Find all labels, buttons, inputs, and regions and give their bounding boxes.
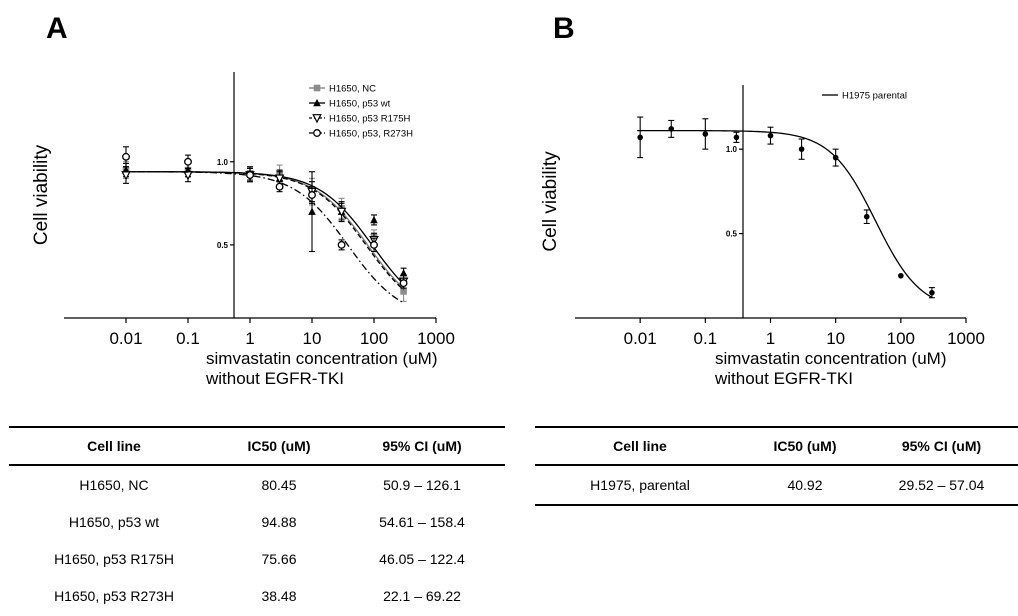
col-header-ci: 95% CI (uM) (382, 438, 462, 454)
panel-a-chart: 0.01 0.1 1 10 100 1000 0.5 1.0 Cell viability sim… (31, 72, 455, 388)
y-tick-label: 1.0 (217, 158, 229, 167)
data-point (702, 131, 709, 137)
data-point (336, 207, 347, 218)
data-point (767, 132, 774, 139)
col-header-ci: 95% CI (uM) (901, 438, 982, 454)
table-row: H1650, p53 R273H 38.48 22.1 – 69.22 (9, 577, 505, 614)
ci-value: 50.9 – 126.1 (383, 476, 461, 493)
data-point (246, 171, 254, 180)
legend-marker (313, 129, 321, 137)
legend-label: H1650, p53 R175H (329, 114, 410, 125)
cell-line: H1650, p53 R175H (54, 550, 174, 567)
data-point (863, 213, 870, 220)
y-tick-label: 1.0 (726, 145, 738, 154)
legend-label: H1650, p53, R273H (329, 129, 413, 140)
data-point (337, 240, 346, 249)
x-axis-title: simvastatin concentration (uM) (206, 349, 437, 368)
cell-line: H1650, p53 R273H (54, 587, 174, 604)
data-point (308, 207, 316, 215)
panel-a-letter: A (46, 12, 68, 45)
data-point (370, 215, 378, 224)
ic50-value: 94.88 (261, 513, 297, 530)
cell-line: H1650, NC (79, 476, 149, 493)
x-axis-title-line2: without EGFR-TKI (714, 369, 853, 388)
cell-line: H1650, p53 wt (68, 513, 160, 530)
legend-marker (313, 84, 321, 92)
panel-b-chart: 0.01 0.1 1 10 100 1000 0.5 1.0 Cell viability sim… (540, 85, 985, 388)
x-axis-title-line2: without EGFR-TKI (205, 369, 344, 388)
x-tick-label: 1 (766, 329, 775, 348)
x-tick-label: 100 (360, 329, 388, 348)
data-point (898, 272, 904, 279)
data-point (399, 279, 408, 288)
table-header-row: Cell line IC50 (uM) 95% CI (uM) (535, 427, 1018, 465)
series-group (122, 146, 408, 304)
data-point (308, 191, 316, 199)
data-point (400, 288, 407, 295)
data-point (370, 240, 378, 249)
y-axis-title: Cell viability (540, 151, 561, 252)
data-point (733, 134, 740, 141)
ic50-value: 38.48 (261, 587, 297, 604)
legend-marker (313, 98, 321, 107)
data-point (275, 182, 284, 191)
x-tick-label: 0.1 (176, 329, 200, 348)
ic50-value: 75.66 (261, 550, 297, 567)
x-tick-label: 10 (826, 329, 845, 348)
data-point (929, 289, 935, 296)
ci-value: 22.1 – 69.22 (383, 587, 461, 604)
legend-label: H1650, NC (329, 84, 376, 95)
x-tick-label: 1 (245, 329, 254, 348)
data-point (637, 134, 643, 141)
y-tick-label: 0.5 (726, 230, 738, 239)
data-point (184, 157, 192, 166)
series-fit-curve (123, 171, 405, 291)
x-tick-label: 10 (303, 329, 322, 348)
legend-label: H1975 parental (842, 91, 907, 102)
legend-marker (312, 114, 322, 124)
y-axis-title: Cell viability (31, 144, 52, 245)
data-point (122, 152, 130, 161)
cell-line: H1975, parental (590, 477, 690, 493)
col-header-cell-line: Cell line (613, 438, 667, 454)
x-tick-label: 100 (887, 329, 915, 348)
x-tick-label: 0.01 (109, 329, 142, 348)
data-point (668, 126, 675, 132)
ci-value: 46.05 – 122.4 (379, 550, 465, 567)
x-tick-label: 0.01 (624, 329, 657, 348)
x-axis-title: simvastatin concentration (uM) (715, 349, 946, 368)
col-header-ic50: IC50 (uM) (773, 438, 837, 454)
ic50-value: 40.92 (787, 477, 823, 493)
panel-a-ic50-table: Cell line IC50 (uM) 95% CI (uM) H1650, N… (9, 426, 505, 614)
data-point (798, 146, 805, 152)
series-fit-curve (123, 171, 404, 304)
col-header-ic50: IC50 (uM) (247, 438, 311, 454)
table-row: H1975, parental 40.92 29.52 – 57.04 (535, 465, 1018, 505)
table-row: H1650, p53 R175H 75.66 46.05 – 122.4 (9, 540, 505, 577)
x-tick-label: 1000 (417, 329, 455, 348)
ci-value: 54.61 – 158.4 (379, 513, 465, 530)
series-group (637, 116, 935, 299)
ic50-value: 80.45 (261, 476, 297, 493)
legend-label: H1650, p53 wt (329, 99, 391, 110)
series-fit-curve (637, 129, 933, 298)
panel-b-ic50-table: Cell line IC50 (uM) 95% CI (uM) H1975, p… (535, 426, 1018, 506)
y-tick-label: 0.5 (217, 241, 229, 250)
ci-value: 29.52 – 57.04 (898, 477, 985, 493)
table-row: H1650, NC 80.45 50.9 – 126.1 (9, 465, 505, 503)
table-row: H1650, p53 wt 94.88 54.61 – 158.4 (9, 503, 505, 540)
panel-b-letter: B (553, 12, 575, 45)
col-header-cell-line: Cell line (87, 438, 141, 454)
data-point (274, 174, 285, 184)
x-tick-label: 1000 (947, 329, 985, 348)
x-tick-label: 0.1 (694, 329, 718, 348)
table-header-row: Cell line IC50 (uM) 95% CI (uM) (9, 427, 505, 465)
data-point (832, 154, 839, 161)
